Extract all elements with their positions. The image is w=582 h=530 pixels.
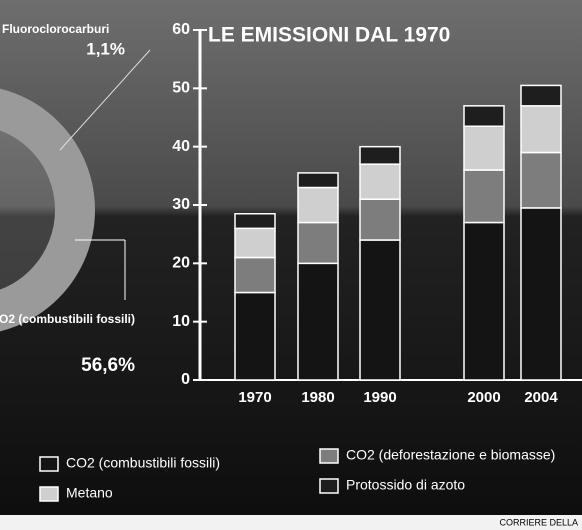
- footer: [0, 515, 582, 530]
- x-tick-label: 1990: [363, 389, 396, 406]
- legend-label: CO2 (combustibili fossili): [66, 455, 220, 471]
- annotation: CO2 (combustibili fossili): [0, 312, 135, 326]
- x-tick-label: 1980: [301, 389, 334, 406]
- bar-segment: [359, 198, 401, 241]
- legend-swatch: [319, 448, 339, 464]
- bar-segment: [297, 172, 339, 189]
- y-tick-label: 0: [181, 371, 190, 388]
- annotation: 56,6%: [81, 355, 135, 376]
- annotation: 1,1%: [86, 39, 125, 58]
- bar-segment: [463, 125, 505, 171]
- x-tick-label: 2004: [524, 389, 558, 406]
- bar-segment: [234, 256, 276, 294]
- bar-segment: [234, 227, 276, 259]
- bar-segment: [359, 239, 401, 381]
- bar-segment: [463, 105, 505, 128]
- bar-segment: [234, 291, 276, 381]
- bar-segment: [297, 262, 339, 381]
- bar-segment: [297, 221, 339, 265]
- legend-label: CO2 (deforestazione e biomasse): [346, 447, 555, 463]
- bar-segment: [520, 84, 562, 107]
- bar-segment: [234, 213, 276, 230]
- bar-segment: [297, 186, 339, 224]
- legend-swatch: [39, 486, 59, 502]
- y-tick-label: 60: [172, 21, 190, 38]
- bar-segment: [520, 207, 562, 381]
- chart-title: LE EMISSIONI DAL 1970: [208, 24, 450, 47]
- legend-label: Protossido di azoto: [346, 477, 465, 493]
- donut-hole: [0, 130, 55, 290]
- bar-segment: [520, 105, 562, 154]
- legend-swatch: [39, 456, 59, 472]
- annotation: Fluoroclorocarburi: [2, 22, 109, 36]
- x-tick-label: 2000: [467, 389, 500, 406]
- bar-segment: [520, 151, 562, 209]
- legend-label: Metano: [66, 485, 113, 501]
- y-tick-label: 20: [172, 255, 190, 272]
- bar-segment: [359, 145, 401, 165]
- y-tick-label: 50: [172, 80, 190, 97]
- source: CORRIERE DELLA: [499, 517, 578, 527]
- bar-segment: [359, 163, 401, 200]
- donut: [0, 88, 95, 332]
- y-tick-label: 40: [172, 138, 190, 155]
- legend-swatch: [319, 478, 339, 494]
- bar-segment: [463, 221, 505, 381]
- leader: [59, 49, 151, 151]
- bar-segment: [463, 169, 505, 224]
- y-tick-label: 30: [172, 196, 190, 213]
- x-tick-label: 1970: [238, 389, 271, 406]
- y-tick-label: 10: [172, 313, 190, 330]
